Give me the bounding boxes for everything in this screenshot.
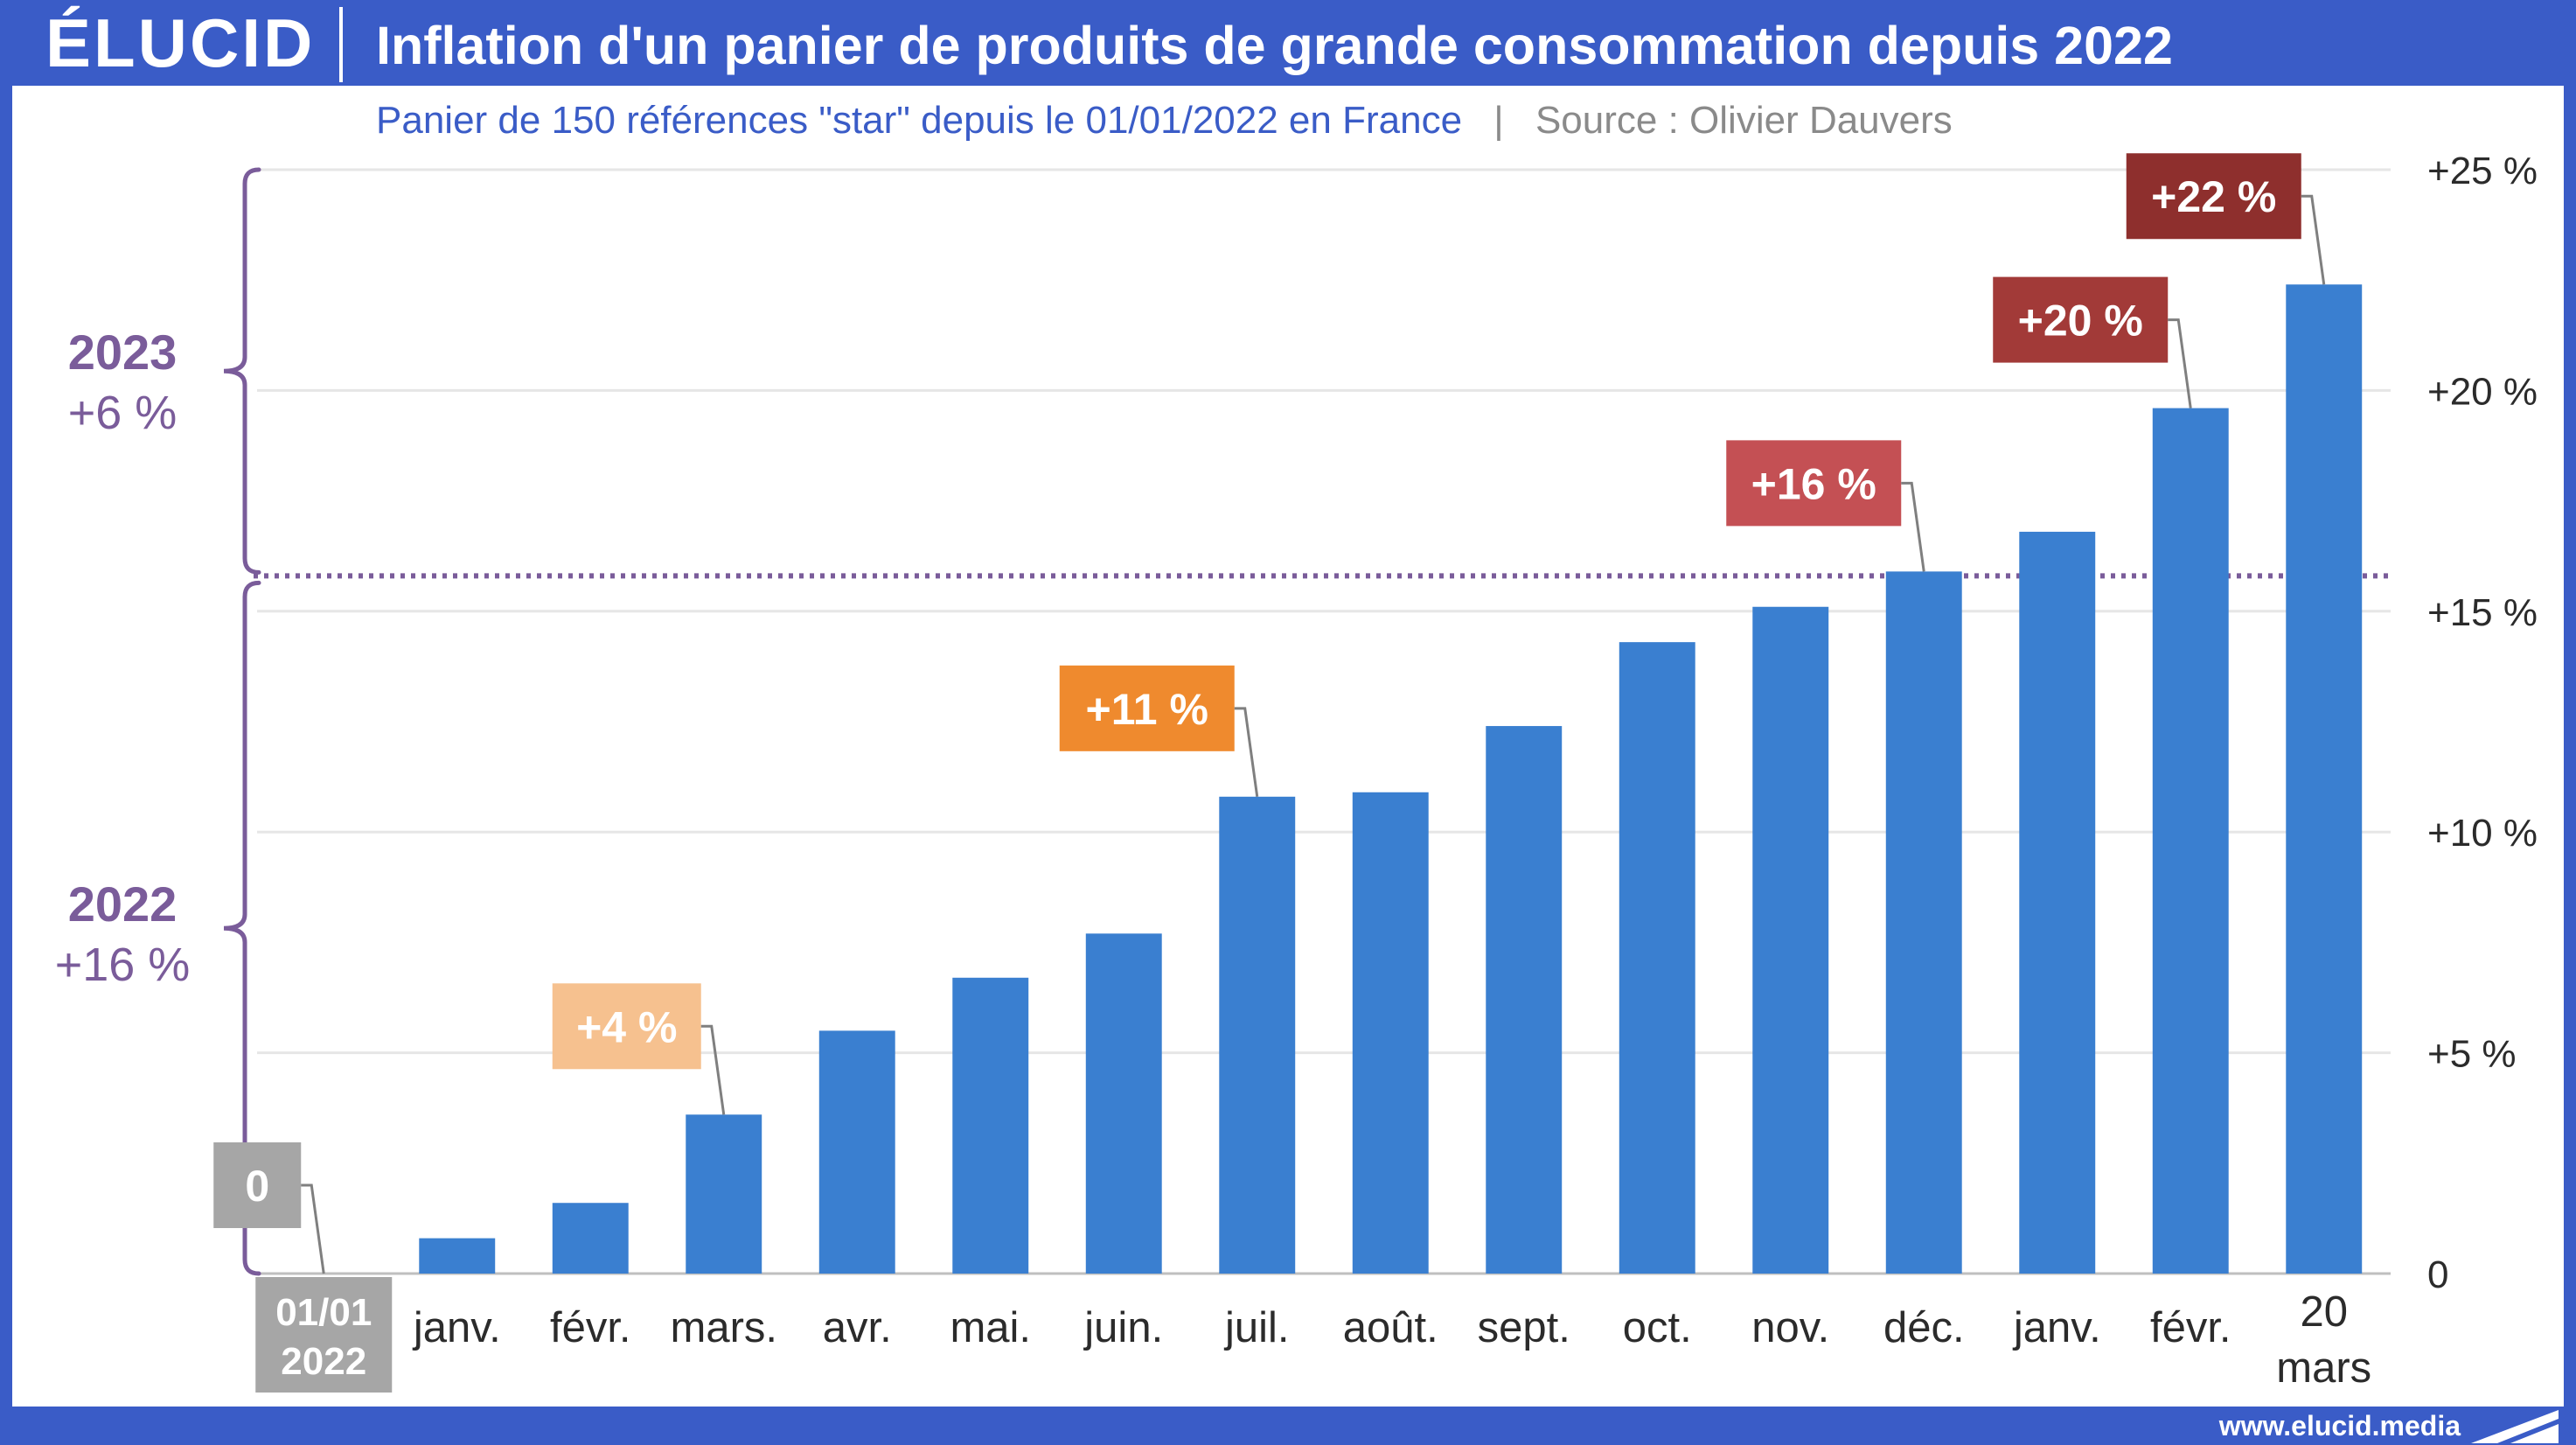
x-tick-label: févr.	[2150, 1304, 2231, 1351]
bars	[419, 284, 2363, 1274]
callout-label: 0	[245, 1162, 269, 1211]
y-axis-ticks: 0 +5 % +10 % +15 % +20 % +25 %	[2427, 150, 2538, 1296]
value-callouts: 0 +4 % +11 % +16 % +20 % +22 %	[213, 153, 2326, 1274]
year-annotations: 2023 +6 % 2022 +16 %	[55, 325, 191, 991]
callout-box	[1059, 665, 1235, 751]
x-tick-label: juin.	[1083, 1304, 1163, 1351]
year-change-label: +16 %	[55, 939, 191, 991]
bar	[2019, 531, 2096, 1274]
year-braces	[223, 167, 261, 1276]
callout-box	[552, 983, 701, 1070]
footer-bar: www.elucid.media	[0, 1407, 2576, 1445]
bar	[1885, 571, 1962, 1274]
x-tick-label: sept.	[1478, 1304, 1570, 1351]
y-tick-label: +20 %	[2427, 370, 2538, 413]
x-tick-label: oct.	[1623, 1304, 1692, 1351]
x-tick-label: 2022	[281, 1340, 366, 1383]
bar	[952, 977, 1029, 1274]
subtitle-separator: |	[1493, 99, 1503, 142]
bar	[552, 1203, 629, 1274]
x-tick-label: févr.	[550, 1304, 631, 1351]
bar	[1619, 642, 1695, 1274]
bar	[2152, 408, 2229, 1274]
x-tick-box	[255, 1277, 393, 1393]
header-bar: ÉLUCID Inflation d'un panier de produits…	[0, 0, 2576, 86]
y-tick-label: 0	[2427, 1253, 2448, 1296]
callout-label: +20 %	[2018, 297, 2143, 346]
year-label: 2023	[68, 325, 178, 380]
callout-label: +22 %	[2151, 172, 2276, 221]
callout-leader	[301, 1183, 325, 1274]
footer-url-link[interactable]: www.elucid.media	[2218, 1410, 2461, 1442]
elucid-logo[interactable]: ÉLUCID	[45, 4, 316, 81]
x-axis-ticks: 01/01 2022 janv. févr. mars. avr. mai. juin. jui…	[255, 1277, 2371, 1393]
brand-mark-icon	[2471, 1410, 2559, 1443]
x-tick-label: mars.	[671, 1304, 778, 1351]
x-tick-label: avr.	[823, 1304, 892, 1351]
chart-source: Source : Olivier Dauvers	[1535, 99, 1953, 142]
year-label: 2022	[68, 876, 178, 932]
subtitle-text: Panier de 150 références "star" depuis l…	[376, 99, 1462, 142]
chart-subtitle: Panier de 150 références "star" depuis l…	[376, 99, 1953, 142]
bar	[1352, 792, 1429, 1274]
callout-label: +16 %	[1751, 459, 1876, 508]
year-brace	[223, 167, 261, 575]
y-tick-label: +5 %	[2427, 1033, 2517, 1076]
bar	[1752, 606, 1829, 1274]
bar	[419, 1238, 496, 1274]
x-tick-label: 20	[2300, 1288, 2348, 1336]
callout-box	[2126, 153, 2301, 240]
bar	[1219, 796, 1296, 1274]
callout-box	[1726, 440, 1902, 527]
bar	[1085, 933, 1162, 1274]
x-tick-label: 01/01	[275, 1291, 372, 1334]
x-tick-label: janv.	[412, 1304, 501, 1351]
callout-leader	[1234, 707, 1259, 798]
callout-box	[1993, 276, 2169, 363]
callout-leader	[2301, 194, 2326, 285]
x-tick-label: août.	[1343, 1304, 1438, 1351]
y-tick-label: +15 %	[2427, 591, 2538, 634]
callout-label: +11 %	[1086, 685, 1208, 734]
x-tick-label: juil.	[1223, 1304, 1290, 1351]
year-brace	[223, 580, 261, 1276]
bar	[686, 1114, 762, 1274]
callout-leader	[700, 1024, 726, 1115]
bar	[1486, 726, 1563, 1274]
header-divider	[339, 7, 343, 82]
callout-leader	[1901, 481, 1925, 572]
bar	[818, 1030, 895, 1274]
callout-label: +4 %	[576, 1002, 677, 1051]
chart-title: Inflation d'un panier de produits de gra…	[376, 16, 2173, 75]
x-tick-label: mars	[2276, 1344, 2371, 1392]
x-tick-label: mai.	[950, 1304, 1031, 1351]
year-change-label: +6 %	[68, 387, 178, 439]
x-tick-label: janv.	[2012, 1304, 2101, 1351]
bar	[2286, 284, 2363, 1274]
x-tick-label: déc.	[1883, 1304, 1965, 1351]
callout-box	[213, 1142, 302, 1228]
callout-leader	[2168, 318, 2192, 408]
y-tick-label: +10 %	[2427, 812, 2538, 855]
y-tick-label: +25 %	[2427, 150, 2538, 192]
x-tick-label: nov.	[1751, 1304, 1829, 1351]
